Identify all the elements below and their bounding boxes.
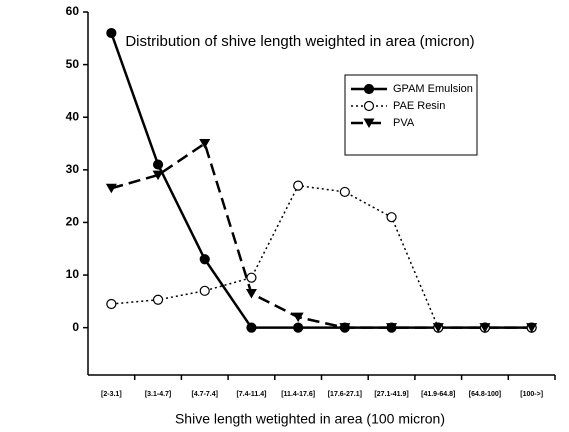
data-point — [292, 312, 304, 323]
chart-title: Distribution of shive length weighted in… — [125, 33, 474, 50]
y-tick-label: 40 — [66, 109, 80, 123]
y-tick-label: 50 — [66, 57, 80, 71]
y-tick-label: 0 — [72, 320, 79, 334]
x-tick-label: [17.6-27.1] — [328, 391, 362, 398]
data-point — [199, 254, 210, 265]
series-line — [111, 141, 532, 329]
x-tick-label: [11.4-17.6] — [281, 391, 315, 398]
data-point — [432, 323, 444, 333]
data-point — [386, 212, 397, 223]
legend-label: GPAM Emulsion — [393, 83, 473, 95]
data-point — [152, 294, 164, 305]
y-tick-label: 30 — [66, 162, 80, 176]
data-point — [479, 323, 491, 333]
data-point — [339, 323, 351, 333]
legend-label: PAE Resin — [393, 100, 445, 112]
y-tick-label: 10 — [66, 267, 80, 281]
x-tick-label: [3.1-4.7] — [145, 391, 171, 398]
x-tick-label: [4.7-7.4] — [192, 391, 218, 398]
data-point — [339, 186, 350, 198]
data-point — [526, 323, 538, 333]
legend-marker — [363, 83, 375, 95]
legend-label: PVA — [393, 117, 415, 129]
data-point — [106, 27, 117, 39]
data-point — [106, 298, 117, 310]
legend-marker — [363, 100, 375, 112]
y-tick-label: 20 — [66, 215, 80, 229]
data-point — [293, 180, 304, 191]
data-point — [245, 288, 257, 299]
data-point — [199, 285, 210, 296]
data-point — [246, 322, 257, 333]
y-tick-label: 60 — [66, 4, 80, 18]
x-tick-label: [64.8-100] — [469, 391, 501, 398]
x-tick-label: [41.9-64.8] — [421, 391, 455, 398]
data-point — [152, 159, 164, 170]
x-tick-label: [2-3.1] — [101, 391, 122, 398]
data-point — [152, 170, 164, 181]
data-point — [105, 183, 117, 194]
x-tick-label: [27.1-41.9] — [374, 391, 408, 398]
x-tick-label: [100->] — [520, 391, 543, 398]
x-axis-label: Shive length wetighted in area (100 micr… — [175, 411, 445, 427]
series-line — [111, 184, 532, 329]
data-point — [246, 272, 257, 283]
data-point — [199, 139, 211, 149]
x-tick-label: [7.4-11.4] — [236, 391, 266, 398]
data-point — [386, 323, 398, 333]
data-point — [293, 322, 304, 333]
legend-marker — [363, 118, 375, 128]
